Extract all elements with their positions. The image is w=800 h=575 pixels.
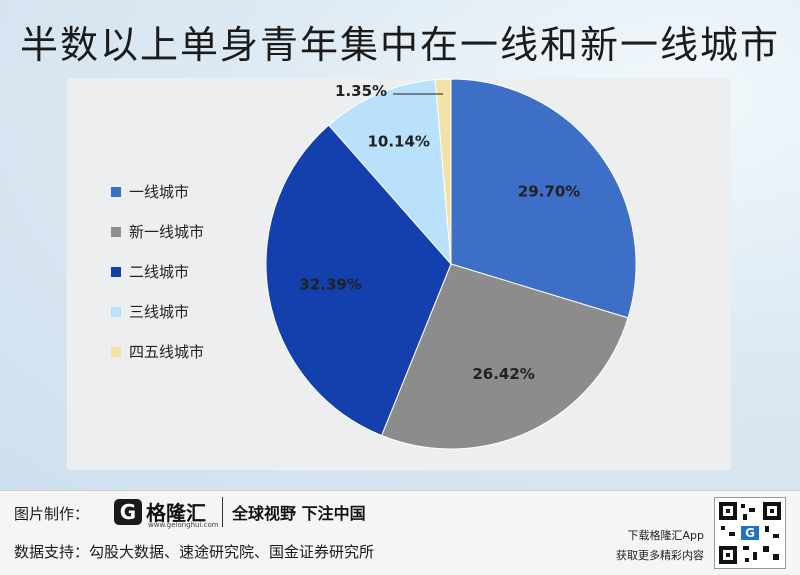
brand-name: 格隆汇	[146, 501, 206, 525]
brand-logo-icon: G	[114, 499, 142, 525]
app-promo-text: 获取更多精彩内容	[616, 549, 704, 562]
pie-slice-5	[434, 78, 452, 265]
data-label-1: 29.70%	[518, 182, 580, 200]
pie-chart: 29.70% 26.42% 32.39% 10.14% 1.35% 一线城市新一线城市二线…	[111, 78, 637, 450]
app-download-text: 下载格隆汇App	[627, 529, 705, 542]
pie-slice-4	[328, 79, 452, 266]
legend-swatch-1	[111, 187, 121, 197]
pie-slice-2	[380, 263, 629, 450]
data-label-5: 1.35%	[335, 82, 387, 100]
brand-slogan: 全球视野 下注中国	[232, 504, 366, 523]
data-label-3: 32.39%	[299, 276, 361, 294]
chart-panel: 29.70% 26.42% 32.39% 10.14% 1.35% 一线城市新一线城市二线…	[67, 78, 731, 470]
footer: 图片制作： G 格隆汇 www.gelonghui.com 全球视野 下注中国 …	[0, 490, 800, 575]
legend-label-1: 一线城市	[129, 183, 189, 201]
qr-code-icon: G	[719, 502, 781, 564]
legend-label-4: 三线城市	[129, 303, 189, 321]
legend-label-5: 四五线城市	[129, 343, 204, 361]
data-sources: 勾股大数据、速途研究院、国金证券研究所	[89, 543, 375, 561]
legend-swatch-2	[111, 227, 121, 237]
legend-label-2: 新一线城市	[129, 223, 204, 241]
brand-url: www.gelonghui.com	[148, 521, 219, 529]
data-label-2: 26.42%	[472, 365, 534, 383]
made-by-label: 图片制作：	[14, 505, 90, 523]
legend-swatch-3	[111, 267, 121, 277]
pie-slice-1	[450, 78, 637, 319]
svg-text:G: G	[745, 526, 755, 540]
qr-code[interactable]: G	[714, 497, 786, 569]
legend-label-3: 二线城市	[129, 263, 189, 281]
data-support-title: 数据支持：	[14, 543, 90, 561]
footer-divider	[222, 497, 223, 527]
legend-swatch-5	[111, 347, 121, 357]
page-title: 半数以上单身青年集中在一线和新一线城市	[19, 23, 780, 67]
pie-slice-3	[265, 124, 452, 437]
data-label-4: 10.14%	[367, 132, 429, 150]
data-support-label: 数据支持：勾股大数据、速途研究院、国金证券研究所	[14, 541, 374, 562]
legend-swatch-4	[111, 307, 121, 317]
